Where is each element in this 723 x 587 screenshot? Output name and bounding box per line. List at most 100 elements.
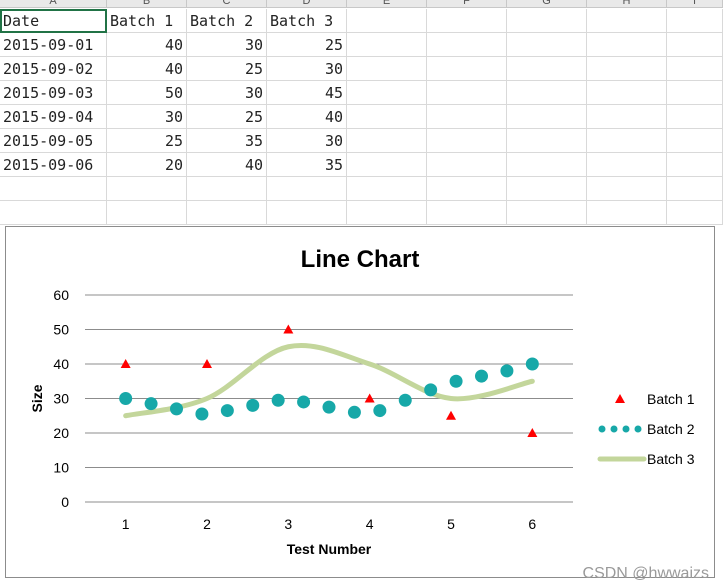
series-batch-1-point bbox=[283, 324, 294, 334]
empty-cell[interactable] bbox=[587, 105, 667, 129]
legend-batch-2-marker bbox=[634, 425, 642, 433]
data-cell[interactable]: 40 bbox=[267, 105, 347, 129]
data-cell[interactable]: 30 bbox=[107, 105, 187, 129]
header-cell[interactable]: Date bbox=[0, 9, 107, 33]
data-cell[interactable]: 30 bbox=[267, 129, 347, 153]
empty-cell[interactable] bbox=[267, 201, 347, 225]
legend-batch-2-marker bbox=[598, 425, 606, 433]
empty-cell[interactable] bbox=[587, 9, 667, 33]
data-cell[interactable]: 25 bbox=[107, 129, 187, 153]
header-cell[interactable]: Batch 3 bbox=[267, 9, 347, 33]
empty-cell[interactable] bbox=[587, 177, 667, 201]
empty-cell[interactable] bbox=[587, 33, 667, 57]
data-cell[interactable]: 25 bbox=[267, 33, 347, 57]
empty-cell[interactable] bbox=[427, 9, 507, 33]
empty-cell[interactable] bbox=[0, 201, 107, 225]
empty-cell[interactable] bbox=[427, 201, 507, 225]
empty-cell[interactable] bbox=[667, 129, 723, 153]
empty-cell[interactable] bbox=[187, 201, 267, 225]
data-cell[interactable]: 2015-09-03 bbox=[0, 81, 107, 105]
column-header-a[interactable]: A bbox=[0, 0, 107, 8]
data-cell[interactable]: 50 bbox=[107, 81, 187, 105]
column-header-h[interactable]: H bbox=[587, 0, 667, 8]
empty-cell[interactable] bbox=[667, 105, 723, 129]
data-cell[interactable]: 40 bbox=[187, 153, 267, 177]
empty-cell[interactable] bbox=[507, 57, 587, 81]
empty-cell[interactable] bbox=[587, 81, 667, 105]
empty-cell[interactable] bbox=[427, 33, 507, 57]
data-cell[interactable]: 45 bbox=[267, 81, 347, 105]
empty-cell[interactable] bbox=[347, 129, 427, 153]
data-cell[interactable]: 30 bbox=[187, 81, 267, 105]
empty-cell[interactable] bbox=[507, 201, 587, 225]
x-tick-label: 1 bbox=[122, 516, 130, 532]
y-tick-label: 10 bbox=[53, 460, 69, 476]
data-cell[interactable]: 40 bbox=[107, 57, 187, 81]
empty-cell[interactable] bbox=[507, 9, 587, 33]
empty-cell[interactable] bbox=[427, 57, 507, 81]
empty-cell[interactable] bbox=[667, 153, 723, 177]
data-cell[interactable]: 35 bbox=[267, 153, 347, 177]
empty-cell[interactable] bbox=[427, 153, 507, 177]
header-cell[interactable]: Batch 2 bbox=[187, 9, 267, 33]
data-cell[interactable]: 2015-09-05 bbox=[0, 129, 107, 153]
empty-cell[interactable] bbox=[0, 177, 107, 201]
empty-cell[interactable] bbox=[587, 129, 667, 153]
line-chart[interactable]: Line Chart 0 10 20 30 40 50 60 1 2 3 4 5 6 Test Number… bbox=[5, 226, 715, 578]
empty-cell[interactable] bbox=[427, 81, 507, 105]
empty-cell[interactable] bbox=[507, 81, 587, 105]
column-header-f[interactable]: F bbox=[427, 0, 507, 8]
empty-cell[interactable] bbox=[587, 153, 667, 177]
empty-cell[interactable] bbox=[347, 153, 427, 177]
empty-cell[interactable] bbox=[427, 105, 507, 129]
column-header-d[interactable]: D bbox=[267, 0, 347, 8]
column-header-c[interactable]: C bbox=[187, 0, 267, 8]
series-batch-1-point bbox=[446, 410, 456, 420]
empty-cell[interactable] bbox=[507, 153, 587, 177]
column-header-i[interactable]: I bbox=[667, 0, 723, 8]
empty-cell[interactable] bbox=[427, 129, 507, 153]
data-cell[interactable]: 30 bbox=[267, 57, 347, 81]
empty-cell[interactable] bbox=[667, 9, 723, 33]
data-cell[interactable]: 35 bbox=[187, 129, 267, 153]
empty-cell[interactable] bbox=[107, 177, 187, 201]
series-batch-2-point bbox=[322, 400, 336, 414]
empty-cell[interactable] bbox=[507, 105, 587, 129]
empty-cell[interactable] bbox=[347, 81, 427, 105]
data-cell[interactable]: 2015-09-04 bbox=[0, 105, 107, 129]
empty-cell[interactable] bbox=[667, 57, 723, 81]
empty-cell[interactable] bbox=[507, 33, 587, 57]
data-cell[interactable]: 2015-09-01 bbox=[0, 33, 107, 57]
empty-cell[interactable] bbox=[667, 33, 723, 57]
empty-cell[interactable] bbox=[587, 201, 667, 225]
data-cell[interactable]: 2015-09-06 bbox=[0, 153, 107, 177]
empty-cell[interactable] bbox=[107, 201, 187, 225]
series-batch-1-point bbox=[202, 359, 212, 368]
series-batch-1-point bbox=[120, 359, 131, 368]
empty-cell[interactable] bbox=[187, 177, 267, 201]
empty-cell[interactable] bbox=[667, 201, 723, 225]
empty-cell[interactable] bbox=[347, 105, 427, 129]
data-cell[interactable]: 25 bbox=[187, 57, 267, 81]
data-cell[interactable]: 30 bbox=[187, 33, 267, 57]
column-header-g[interactable]: G bbox=[507, 0, 587, 8]
empty-cell[interactable] bbox=[667, 177, 723, 201]
empty-cell[interactable] bbox=[347, 33, 427, 57]
empty-cell[interactable] bbox=[427, 177, 507, 201]
data-cell[interactable]: 25 bbox=[187, 105, 267, 129]
header-cell[interactable]: Batch 1 bbox=[107, 9, 187, 33]
column-header-e[interactable]: E bbox=[347, 0, 427, 8]
data-cell[interactable]: 40 bbox=[107, 33, 187, 57]
data-cell[interactable]: 20 bbox=[107, 153, 187, 177]
empty-cell[interactable] bbox=[507, 177, 587, 201]
empty-cell[interactable] bbox=[507, 129, 587, 153]
empty-cell[interactable] bbox=[587, 57, 667, 81]
empty-cell[interactable] bbox=[347, 57, 427, 81]
empty-cell[interactable] bbox=[347, 201, 427, 225]
empty-cell[interactable] bbox=[667, 81, 723, 105]
empty-cell[interactable] bbox=[347, 177, 427, 201]
column-header-b[interactable]: B bbox=[107, 0, 187, 8]
data-cell[interactable]: 2015-09-02 bbox=[0, 57, 107, 81]
empty-cell[interactable] bbox=[267, 177, 347, 201]
empty-cell[interactable] bbox=[347, 9, 427, 33]
